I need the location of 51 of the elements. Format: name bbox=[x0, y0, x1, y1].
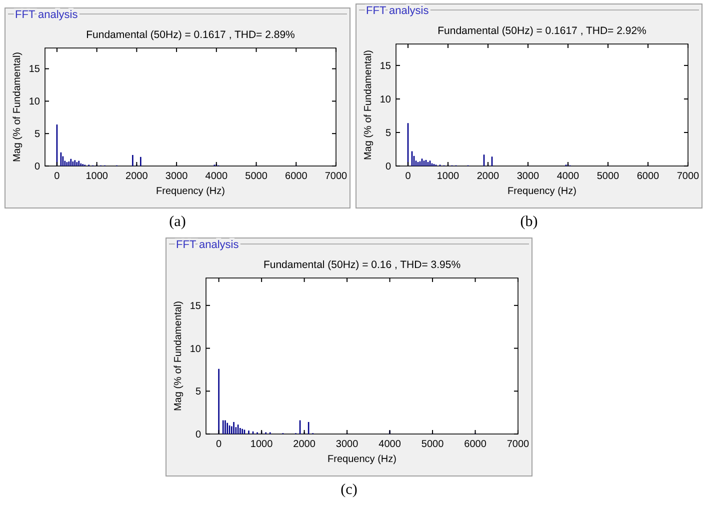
x-tick-label: 0 bbox=[405, 171, 412, 182]
text: FFT analysis bbox=[15, 9, 78, 21]
x-tick-label: 2000 bbox=[476, 171, 500, 182]
x-tick-label: 4000 bbox=[205, 171, 228, 182]
x-tick-label: 4000 bbox=[378, 439, 402, 450]
y-tick-label: 0 bbox=[195, 430, 202, 440]
y-axis-title: Mag (% of Fundamental) bbox=[173, 300, 184, 412]
x-tick-label: 3000 bbox=[165, 171, 188, 182]
x-tick-label: 1000 bbox=[436, 171, 460, 182]
y-tick-label: 0 bbox=[34, 162, 40, 172]
x-tick-label: 5000 bbox=[245, 171, 268, 182]
x-tick-label: 7000 bbox=[506, 439, 530, 450]
x-tick-label: 3000 bbox=[336, 439, 359, 450]
chart-title: Fundamental (50Hz) = 0.1617 , THD= 2.92% bbox=[438, 25, 646, 37]
x-tick-label: 2000 bbox=[293, 439, 316, 450]
x-tick-label: 4000 bbox=[556, 171, 580, 182]
y-tick-label: 0 bbox=[385, 162, 392, 172]
y-tick-label: 15 bbox=[28, 64, 40, 76]
y-tick-label: 10 bbox=[190, 344, 202, 355]
x-axis-title: Frequency (Hz) bbox=[328, 454, 396, 465]
y-tick-label: 10 bbox=[380, 94, 392, 106]
x-axis-title: Frequency (Hz) bbox=[156, 186, 225, 197]
x-tick-label: 6000 bbox=[636, 171, 660, 182]
y-tick-label: 5 bbox=[385, 128, 392, 139]
x-tick-label: 3000 bbox=[516, 171, 540, 182]
x-tick-label: 6000 bbox=[464, 439, 487, 450]
y-tick-label: 5 bbox=[34, 129, 40, 140]
text: FFT analysis bbox=[176, 239, 240, 251]
x-tick-label: 0 bbox=[54, 171, 60, 182]
x-axis-title: Frequency (Hz) bbox=[508, 186, 576, 197]
x-tick-label: 1000 bbox=[250, 439, 274, 450]
x-tick-label: 7000 bbox=[324, 171, 348, 182]
x-tick-label: 5000 bbox=[421, 439, 444, 450]
text: (a) bbox=[169, 214, 186, 230]
x-tick-label: 0 bbox=[216, 439, 222, 450]
text: (b) bbox=[520, 214, 538, 230]
y-tick-label: 15 bbox=[380, 60, 392, 72]
y-tick-label: 15 bbox=[190, 300, 202, 312]
x-tick-label: 1000 bbox=[86, 171, 108, 182]
x-tick-label: 7000 bbox=[676, 171, 700, 182]
x-tick-label: 2000 bbox=[126, 171, 148, 182]
y-tick-label: 10 bbox=[28, 96, 40, 108]
y-axis-title: Mag (% of Fundamental) bbox=[363, 50, 374, 160]
chart-title: Fundamental (50Hz) = 0.16 , THD= 3.95% bbox=[263, 259, 461, 271]
text: FFT analysis bbox=[366, 5, 430, 17]
y-axis-title: Mag (% of Fundamental) bbox=[12, 52, 23, 162]
x-tick-label: 5000 bbox=[596, 171, 620, 182]
y-tick-label: 5 bbox=[195, 386, 202, 398]
x-tick-label: 6000 bbox=[285, 171, 308, 182]
chart-title: Fundamental (50Hz) = 0.1617 , THD= 2.89% bbox=[86, 29, 295, 41]
text: (c) bbox=[340, 482, 358, 498]
